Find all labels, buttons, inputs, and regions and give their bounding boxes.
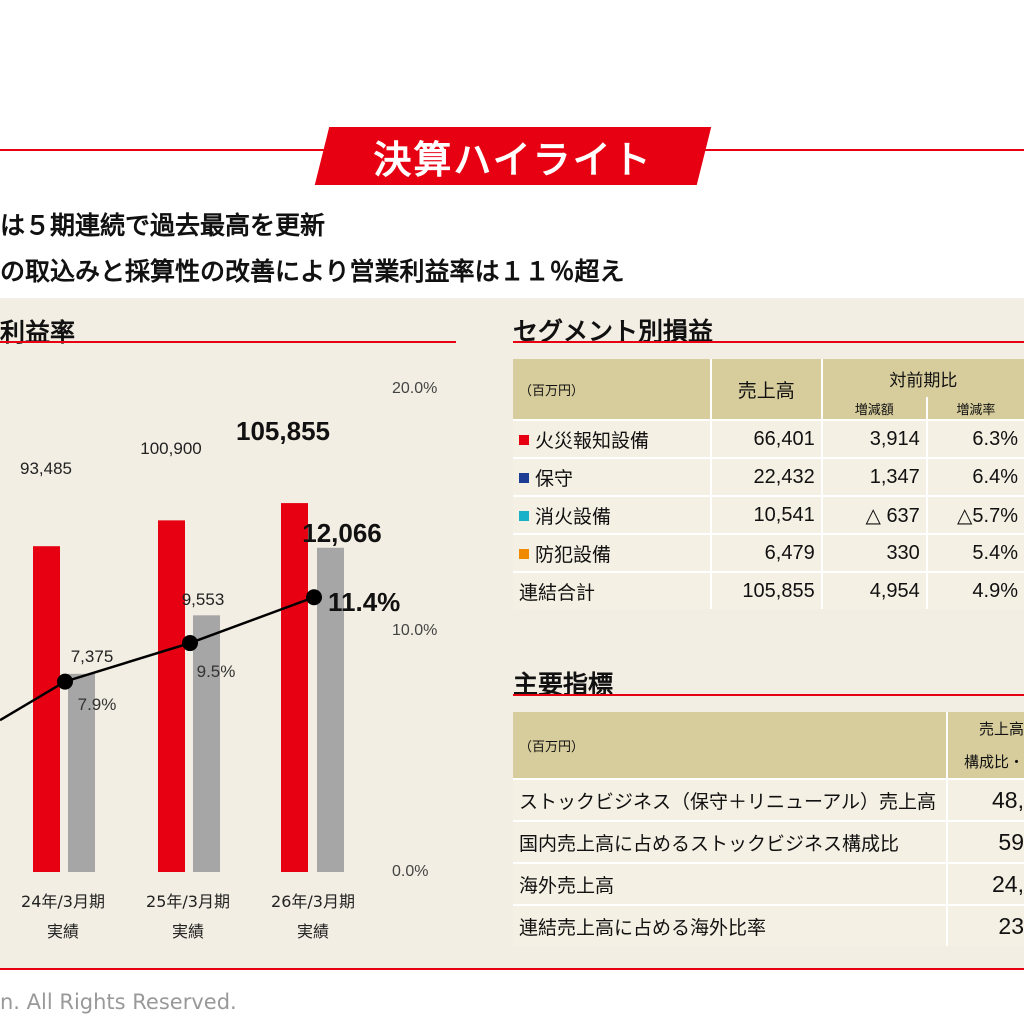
sales-label-24: 93,485 xyxy=(20,459,72,478)
segment-col-diff: 増減額 xyxy=(820,397,926,419)
segment-total-name: 連結合計 xyxy=(513,571,710,609)
kpi-name: 国内売上高に占めるストックビジネス構成比 xyxy=(513,820,947,862)
segment-row: 火災報知設備 66,401 3,914 6.3% xyxy=(513,419,1024,457)
segment-name: 消火設備 xyxy=(535,505,612,528)
segment-sales: 22,432 xyxy=(709,457,821,495)
banner-title: 決算ハイライト xyxy=(373,137,653,182)
segment-name: 防犯設備 xyxy=(535,543,612,566)
segment-col-sales: 売上高 xyxy=(709,359,821,419)
kpi-col-2: 構成比・ xyxy=(946,745,1024,778)
margin-line xyxy=(0,596,315,722)
bottom-rule xyxy=(0,968,1024,970)
profit-bar xyxy=(317,547,344,872)
segment-sales: 10,541 xyxy=(709,495,821,533)
segment-row: 消火設備 10,541 △ 637 △5.7% xyxy=(513,495,1024,533)
kpi-value: 24, xyxy=(946,862,1024,904)
profit-bar xyxy=(193,615,220,872)
sales-label-26: 105,855 xyxy=(236,416,330,446)
segment-diff: 3,914 xyxy=(820,419,926,457)
headline-1: は５期連続で過去最高を更新 xyxy=(0,211,326,240)
sales-bar xyxy=(158,520,185,872)
left-section-rule xyxy=(0,341,456,343)
performance-chart xyxy=(0,503,344,872)
segment-sales: 66,401 xyxy=(709,419,821,457)
margin-point xyxy=(306,589,322,606)
segment-total-row: 連結合計 105,855 4,954 4.9% xyxy=(513,571,1024,609)
margin-point xyxy=(182,635,198,652)
kpi-name: ストックビジネス（保守＋リニューアル）売上高 xyxy=(513,778,947,820)
segment-col-yoy: 対前期比 xyxy=(820,359,1024,397)
sales-label-25: 100,900 xyxy=(140,439,202,458)
profit-label-25: 9,553 xyxy=(181,590,225,609)
copyright-text: n. All Rights Reserved. xyxy=(0,990,237,1014)
kpi-table: （百万円） 売上高 構成比・ ストックビジネス（保守＋リニューアル）売上高 48… xyxy=(513,712,1024,946)
segment-unit: （百万円） xyxy=(519,383,585,399)
segment-row: 保守 22,432 1,347 6.4% xyxy=(513,457,1024,495)
x-label-24-line1: 24年/3月期 xyxy=(21,892,105,911)
segment-diff: 330 xyxy=(820,533,926,571)
segment-diff: △ 637 xyxy=(820,495,926,533)
kpi-name: 海外売上高 xyxy=(513,862,947,904)
headline-2: の取込みと採算性の改善により営業利益率は１１％超え xyxy=(0,257,625,286)
kpi-row: 海外売上高 24, xyxy=(513,862,1024,904)
segment-total-diff: 4,954 xyxy=(820,571,926,609)
y2-tick-20: 20.0% xyxy=(392,380,438,397)
y2-tick-10: 10.0% xyxy=(392,622,438,639)
segment-color-marker xyxy=(519,434,529,445)
kpi-section-rule xyxy=(513,694,1024,696)
x-label-24: 24年/3月期 実績 xyxy=(3,887,123,947)
x-label-25: 25年/3月期 実績 xyxy=(128,887,248,947)
kpi-value: 48, xyxy=(946,778,1024,820)
segment-diff: 1,347 xyxy=(820,457,926,495)
margin-point xyxy=(57,673,73,690)
segment-table: （百万円） 売上高 対前期比 増減額 増減率 火災報知設備 66,401 3,9… xyxy=(513,359,1024,609)
kpi-col-1: 売上高 xyxy=(946,712,1024,745)
x-label-25-line2: 実績 xyxy=(171,922,204,941)
segment-total-sales: 105,855 xyxy=(709,571,821,609)
margin-label-24: 7.9% xyxy=(77,695,117,714)
x-label-26-line1: 26年/3月期 xyxy=(271,892,355,911)
segment-rate: 6.4% xyxy=(925,457,1024,495)
x-label-26-line2: 実績 xyxy=(296,922,329,941)
sales-bar xyxy=(281,503,308,872)
kpi-value: 23 xyxy=(946,904,1024,946)
sales-bar xyxy=(33,546,60,872)
kpi-value: 59 xyxy=(946,820,1024,862)
profit-label-24: 7,375 xyxy=(70,647,114,666)
profit-bar xyxy=(68,673,95,872)
margin-label-26: 11.4% xyxy=(328,587,401,617)
segment-rate: 6.3% xyxy=(925,419,1024,457)
segment-total-rate: 4.9% xyxy=(925,571,1024,609)
x-label-25-line1: 25年/3月期 xyxy=(146,892,230,911)
kpi-row: 国内売上高に占めるストックビジネス構成比 59 xyxy=(513,820,1024,862)
segment-sales: 6,479 xyxy=(709,533,821,571)
y2-tick-0: 0.0% xyxy=(392,863,429,880)
x-label-26: 26年/3月期 実績 xyxy=(253,887,373,947)
x-label-24-line2: 実績 xyxy=(46,922,79,941)
kpi-row: ストックビジネス（保守＋リニューアル）売上高 48, xyxy=(513,778,1024,820)
segment-color-marker xyxy=(519,510,529,521)
kpi-unit: （百万円） xyxy=(519,739,585,755)
segment-color-marker xyxy=(519,472,529,483)
segment-name: 保守 xyxy=(535,467,574,490)
margin-label-25: 9.5% xyxy=(196,662,236,681)
segment-row: 防犯設備 6,479 330 5.4% xyxy=(513,533,1024,571)
right-section-rule xyxy=(513,341,1024,343)
segment-color-marker xyxy=(519,548,529,559)
left-section-title: 利益率 xyxy=(0,318,76,347)
segment-name: 火災報知設備 xyxy=(535,429,650,452)
segment-rate: 5.4% xyxy=(925,533,1024,571)
kpi-row: 連結売上高に占める海外比率 23 xyxy=(513,904,1024,946)
segment-col-rate: 増減率 xyxy=(925,397,1024,419)
profit-label-26: 12,066 xyxy=(302,518,382,548)
segment-rate: △5.7% xyxy=(925,495,1024,533)
kpi-name: 連結売上高に占める海外比率 xyxy=(513,904,947,946)
